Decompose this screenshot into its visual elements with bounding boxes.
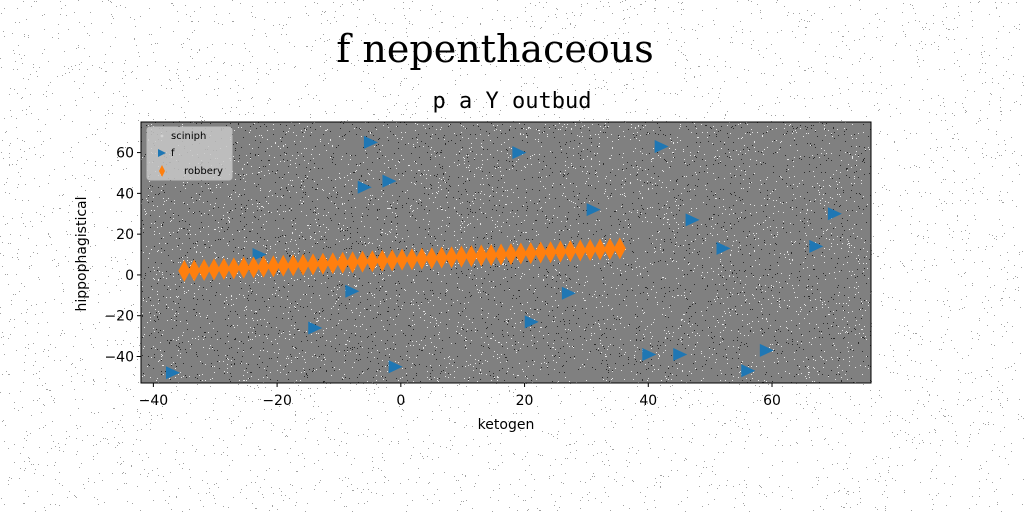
point-robbery: [425, 247, 438, 270]
point-robbery: [297, 253, 310, 276]
point-robbery: [485, 244, 498, 267]
y-tick-label: 60: [116, 146, 134, 162]
point-f: [165, 366, 180, 380]
point-f: [512, 146, 527, 160]
plot-frame: [140, 121, 872, 384]
point-robbery: [188, 259, 201, 282]
point-robbery: [237, 256, 250, 279]
point-f: [654, 139, 669, 153]
point-robbery: [514, 242, 527, 265]
point-robbery: [376, 249, 389, 272]
figure-suptitle: f nepenthaceous: [336, 27, 653, 71]
point-robbery: [346, 251, 359, 274]
point-robbery: [336, 251, 349, 274]
point-robbery: [435, 246, 448, 269]
point-robbery: [584, 239, 597, 262]
y-tick-label: 40: [116, 186, 134, 202]
point-f: [308, 321, 323, 335]
point-robbery: [198, 258, 211, 281]
point-robbery: [465, 245, 478, 268]
point-f: [524, 315, 539, 329]
legend-marker-f: [158, 149, 166, 157]
x-tick-label: −40: [139, 393, 169, 409]
y-tick-label: 0: [125, 268, 134, 284]
x-tick-label: 0: [396, 393, 405, 409]
point-robbery: [277, 254, 290, 277]
point-f: [685, 213, 700, 227]
y-axis-label: hippophagistical: [74, 196, 90, 311]
y-axis: −40 −20 0 20 40 60: [104, 146, 141, 365]
point-f: [642, 347, 657, 361]
point-robbery: [554, 240, 567, 263]
point-robbery: [356, 250, 369, 273]
point-robbery: [287, 254, 300, 277]
y-tick-label: −40: [104, 349, 134, 365]
legend-marker-robbery: [159, 165, 165, 177]
point-f: [252, 248, 267, 262]
point-f: [382, 174, 397, 188]
chart-title: p a Y outbud: [433, 89, 592, 114]
point-f: [673, 347, 688, 361]
legend-label-robbery: robbery: [184, 166, 223, 177]
point-f: [809, 239, 824, 253]
series-f: [165, 135, 842, 380]
point-f: [741, 364, 756, 378]
point-robbery: [415, 247, 428, 270]
x-tick-label: 60: [763, 393, 781, 409]
point-f: [586, 203, 601, 217]
x-axis: −40 −20 0 20 40 60: [139, 383, 781, 409]
legend-label-sciniph: sciniph: [171, 131, 206, 142]
point-robbery: [445, 246, 458, 269]
x-tick-label: −20: [262, 393, 292, 409]
point-robbery: [227, 257, 240, 280]
point-f: [827, 207, 842, 221]
point-robbery: [475, 244, 488, 267]
point-f: [716, 241, 731, 255]
point-f: [363, 135, 378, 149]
point-robbery: [316, 252, 329, 275]
point-robbery: [247, 256, 260, 279]
point-f: [388, 360, 403, 374]
point-robbery: [208, 258, 220, 281]
point-f: [759, 343, 774, 357]
point-robbery: [386, 249, 399, 272]
point-robbery: [366, 250, 379, 273]
point-robbery: [574, 239, 587, 262]
point-robbery: [178, 259, 191, 282]
point-robbery: [405, 248, 418, 271]
point-robbery: [267, 255, 280, 278]
point-robbery: [524, 242, 537, 265]
point-robbery: [326, 252, 339, 275]
y-tick-label: 20: [116, 227, 134, 243]
point-f: [345, 284, 360, 298]
legend: sciniph f robbery: [146, 126, 233, 181]
point-robbery: [613, 237, 626, 260]
point-robbery: [396, 248, 409, 271]
x-tick-label: 40: [639, 393, 657, 409]
legend-marker-sciniph: [160, 134, 164, 138]
point-robbery: [257, 255, 270, 278]
point-robbery: [603, 238, 616, 261]
legend-label-f: f: [171, 148, 175, 159]
point-robbery: [594, 238, 607, 261]
x-tick-label: 20: [516, 393, 534, 409]
point-robbery: [306, 253, 319, 276]
point-robbery: [534, 241, 547, 264]
point-robbery: [455, 245, 468, 268]
point-robbery: [495, 243, 508, 266]
point-robbery: [504, 243, 517, 266]
point-robbery: [217, 257, 230, 280]
point-robbery: [564, 240, 577, 263]
point-robbery: [544, 241, 557, 264]
series-robbery: [178, 237, 626, 282]
point-f: [561, 286, 576, 300]
legend-box: [146, 126, 233, 181]
x-axis-label: ketogen: [478, 417, 535, 433]
y-tick-label: −20: [104, 309, 134, 325]
point-f: [357, 180, 372, 194]
